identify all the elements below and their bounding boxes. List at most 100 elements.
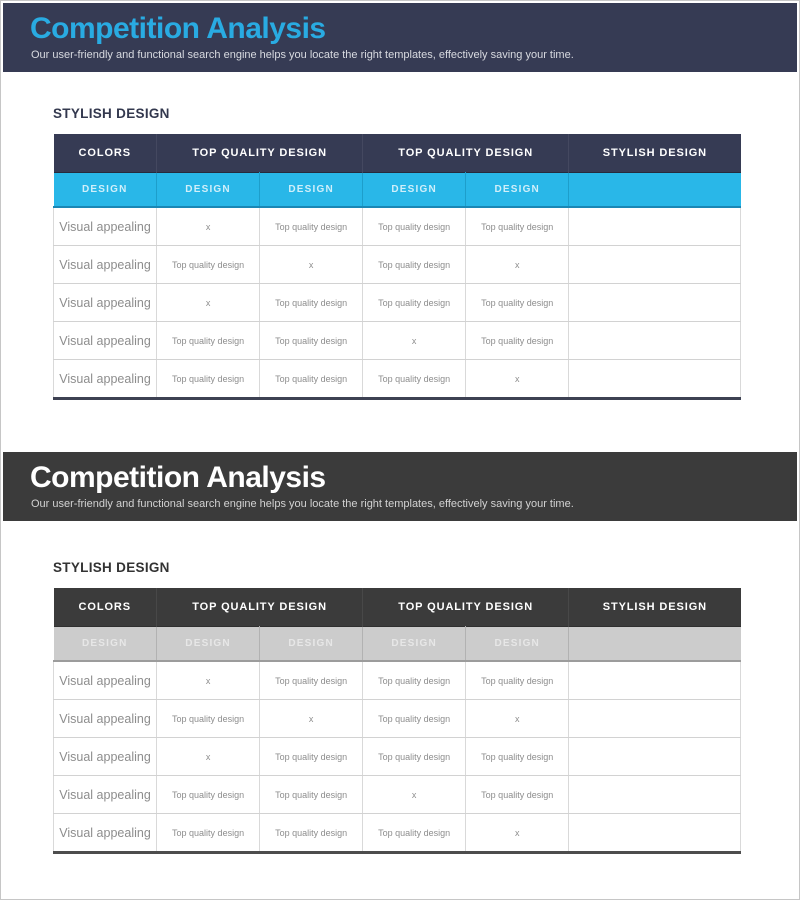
table-cell: Top quality design: [362, 283, 467, 322]
table-cell: Top quality design: [465, 207, 570, 246]
table-row: Visual appealing Top quality design Top …: [52, 321, 741, 360]
panel-divider-space: [1, 400, 799, 450]
table-cell: x: [465, 699, 570, 738]
table-cell: Top quality design: [156, 321, 261, 360]
comparison-table: COLORS TOP QUALITY DESIGN TOP QUALITY DE…: [52, 588, 741, 854]
table-cell-empty: [568, 699, 741, 738]
table-group-header-row: COLORS TOP QUALITY DESIGN TOP QUALITY DE…: [53, 134, 741, 173]
subheader-cell: DESIGN: [53, 172, 158, 208]
table-cell: Top quality design: [465, 775, 570, 814]
table-cell: Top quality design: [362, 737, 467, 776]
subheader-cell: DESIGN: [156, 172, 261, 208]
table-cell: Top quality design: [362, 359, 467, 399]
table-row: Visual appealing Top quality design Top …: [52, 775, 741, 814]
column-header-top-quality-2: TOP QUALITY DESIGN: [362, 134, 570, 173]
table-row: Visual appealing x Top quality design To…: [52, 207, 741, 246]
subheader-cell: DESIGN: [259, 172, 364, 208]
table-cell: Top quality design: [259, 661, 364, 700]
panel-title: Competition Analysis: [30, 12, 326, 45]
table-cell: Top quality design: [156, 813, 261, 853]
panel-header-blue: Competition Analysis Our user-friendly a…: [3, 3, 797, 72]
table-subheader-row: DESIGN DESIGN DESIGN DESIGN DESIGN: [53, 626, 741, 662]
table-group-header-row: COLORS TOP QUALITY DESIGN TOP QUALITY DE…: [53, 588, 741, 627]
panel-body: STYLISH DESIGN COLORS TOP QUALITY DESIGN…: [52, 72, 741, 400]
row-label-cell: Visual appealing: [52, 283, 158, 322]
row-label-cell: Visual appealing: [52, 359, 158, 399]
subheader-cell: DESIGN: [362, 626, 467, 662]
table-cell: Top quality design: [259, 207, 364, 246]
subheader-cell: DESIGN: [156, 626, 261, 662]
table-cell: Top quality design: [259, 813, 364, 853]
row-label-cell: Visual appealing: [52, 737, 158, 776]
table-cell-empty: [568, 207, 741, 246]
table-cell-empty: [568, 245, 741, 284]
table-cell-empty: [568, 321, 741, 360]
table-cell: Top quality design: [465, 283, 570, 322]
table-cell-empty: [568, 775, 741, 814]
table-cell: Top quality design: [156, 699, 261, 738]
table-row: Visual appealing Top quality design Top …: [52, 813, 741, 853]
table-cell: Top quality design: [259, 775, 364, 814]
column-header-colors: COLORS: [53, 588, 158, 627]
table-cell: x: [362, 775, 467, 814]
table-cell: Top quality design: [465, 661, 570, 700]
column-header-top-quality-1: TOP QUALITY DESIGN: [156, 134, 364, 173]
table-subheader-row: DESIGN DESIGN DESIGN DESIGN DESIGN: [53, 172, 741, 208]
subheader-cell-empty: [568, 172, 741, 208]
column-header-stylish: STYLISH DESIGN: [568, 588, 741, 627]
column-header-top-quality-1: TOP QUALITY DESIGN: [156, 588, 364, 627]
subheader-cell-empty: [568, 626, 741, 662]
panel-subtitle: Our user-friendly and functional search …: [31, 49, 574, 61]
table-cell-empty: [568, 737, 741, 776]
table-cell: Top quality design: [259, 359, 364, 399]
table-cell-empty: [568, 283, 741, 322]
row-label-cell: Visual appealing: [52, 321, 158, 360]
panel-subtitle: Our user-friendly and functional search …: [31, 498, 574, 510]
panel-body: STYLISH DESIGN COLORS TOP QUALITY DESIGN…: [52, 521, 741, 854]
column-header-stylish: STYLISH DESIGN: [568, 134, 741, 173]
table-cell: Top quality design: [362, 813, 467, 853]
column-header-colors: COLORS: [53, 134, 158, 173]
table-cell: Top quality design: [362, 207, 467, 246]
table-cell-empty: [568, 359, 741, 399]
row-label-cell: Visual appealing: [52, 207, 158, 246]
subheader-cell: DESIGN: [465, 172, 570, 208]
table-cell: x: [156, 207, 261, 246]
panel-header-dark: Competition Analysis Our user-friendly a…: [3, 452, 797, 521]
table-cell-empty: [568, 813, 741, 853]
table-cell: x: [259, 699, 364, 738]
table-row: Visual appealing x Top quality design To…: [52, 283, 741, 322]
section-label: STYLISH DESIGN: [53, 106, 170, 121]
subheader-cell: DESIGN: [53, 626, 158, 662]
table-cell: Top quality design: [259, 321, 364, 360]
panel-title: Competition Analysis: [30, 461, 326, 494]
table-cell: Top quality design: [259, 283, 364, 322]
subheader-cell: DESIGN: [259, 626, 364, 662]
table-row: Visual appealing Top quality design x To…: [52, 699, 741, 738]
table-cell: x: [465, 359, 570, 399]
table-cell: Top quality design: [156, 775, 261, 814]
row-label-cell: Visual appealing: [52, 661, 158, 700]
panel-dark-variant: Competition Analysis Our user-friendly a…: [1, 452, 799, 854]
table-cell: x: [156, 737, 261, 776]
table-cell: x: [259, 245, 364, 284]
table-cell: Top quality design: [465, 321, 570, 360]
column-header-top-quality-2: TOP QUALITY DESIGN: [362, 588, 570, 627]
panel-blue-variant: Competition Analysis Our user-friendly a…: [1, 3, 799, 400]
table-cell-empty: [568, 661, 741, 700]
table-cell: Top quality design: [465, 737, 570, 776]
table-cell: Top quality design: [156, 359, 261, 399]
comparison-table: COLORS TOP QUALITY DESIGN TOP QUALITY DE…: [52, 134, 741, 400]
row-label-cell: Visual appealing: [52, 775, 158, 814]
row-label-cell: Visual appealing: [52, 813, 158, 853]
row-label-cell: Visual appealing: [52, 245, 158, 284]
table-cell: x: [156, 661, 261, 700]
table-cell: x: [362, 321, 467, 360]
table-cell: Top quality design: [362, 699, 467, 738]
table-cell: Top quality design: [362, 661, 467, 700]
table-row: Visual appealing Top quality design Top …: [52, 359, 741, 399]
subheader-cell: DESIGN: [465, 626, 570, 662]
section-label: STYLISH DESIGN: [53, 560, 170, 575]
table-cell: Top quality design: [362, 245, 467, 284]
